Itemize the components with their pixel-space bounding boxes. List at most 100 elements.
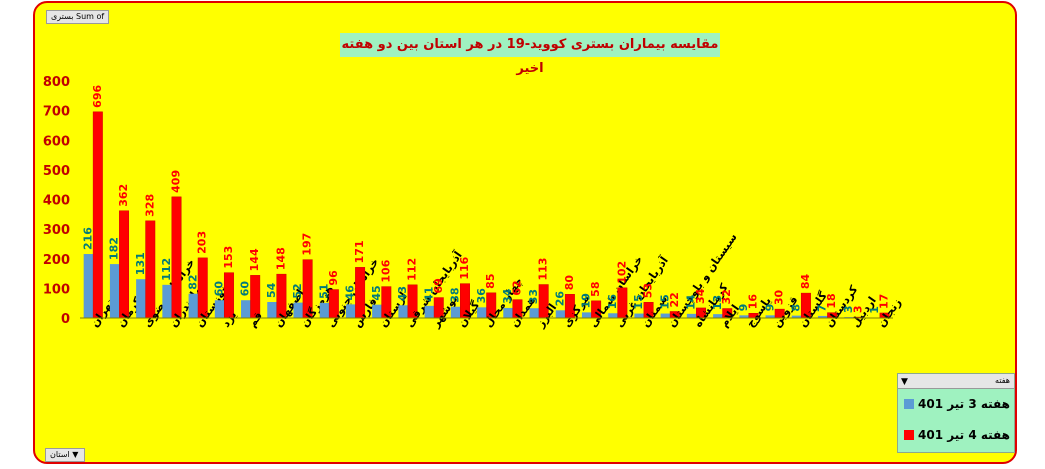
data-label-series-2: 197 bbox=[301, 233, 314, 256]
data-label-series-2: 30 bbox=[773, 289, 786, 305]
data-label-series-1: 19 bbox=[580, 293, 593, 308]
bar-series-1 bbox=[214, 300, 225, 318]
bar-series-1 bbox=[503, 307, 513, 318]
data-label-series-2: 18 bbox=[825, 293, 838, 308]
bar-series-1 bbox=[477, 307, 487, 318]
bar-series-1 bbox=[293, 302, 303, 318]
filter-dropdown-icon[interactable]: ▼ bbox=[901, 377, 908, 387]
legend-item-series-1[interactable]: هفته 3 تیر 401 bbox=[904, 394, 1012, 414]
data-label-series-1: 54 bbox=[265, 282, 278, 298]
data-label-series-1: 26 bbox=[553, 291, 566, 307]
data-label-series-1: 33 bbox=[527, 289, 540, 304]
data-label-series-2: 116 bbox=[458, 256, 471, 279]
data-label-series-2: 409 bbox=[170, 170, 183, 193]
data-label-series-1: 8 bbox=[789, 304, 802, 312]
data-label-series-1: 3 bbox=[842, 305, 855, 313]
data-label-series-1: 131 bbox=[134, 252, 147, 275]
bar-series-1 bbox=[162, 284, 172, 318]
bar-series-1 bbox=[660, 313, 671, 318]
bar-series-1 bbox=[136, 279, 146, 318]
data-label-series-2: 53 bbox=[642, 283, 655, 298]
y-tick-label: 300 bbox=[43, 223, 70, 238]
data-label-series-2: 106 bbox=[379, 259, 392, 282]
data-label-series-1: 9 bbox=[737, 304, 750, 312]
data-label-series-2: 80 bbox=[563, 275, 576, 291]
data-label-series-1: 9 bbox=[763, 304, 776, 312]
bar-series-1 bbox=[608, 313, 618, 318]
chart-legend: ▼ هفته هفته 3 تیر 401 هفته 4 تیر 401 bbox=[897, 373, 1015, 453]
data-label-series-2: 171 bbox=[353, 240, 366, 263]
bar-series-1 bbox=[267, 302, 277, 318]
data-label-series-2: 696 bbox=[91, 85, 104, 108]
y-tick-label: 200 bbox=[43, 253, 70, 268]
y-tick-label: 600 bbox=[43, 134, 70, 149]
axis-field-button[interactable]: ▼ استان bbox=[45, 448, 86, 462]
y-tick-label: 500 bbox=[43, 164, 70, 179]
data-label-series-1: 182 bbox=[108, 237, 121, 260]
legend-field-button[interactable]: ▼ هفته bbox=[898, 374, 1014, 389]
chart-title: مقایسه بیماران بستری کووید-19 در هر استا… bbox=[340, 33, 720, 76]
y-tick-label: 0 bbox=[61, 312, 70, 327]
bar-series-1 bbox=[555, 310, 566, 318]
data-label-series-1: 112 bbox=[160, 258, 173, 281]
y-tick-label: 100 bbox=[43, 282, 70, 297]
data-label-series-1: 51 bbox=[317, 284, 330, 299]
bar-series-2 bbox=[171, 196, 182, 319]
data-label-series-2: 16 bbox=[746, 294, 759, 310]
bar-series-1 bbox=[450, 306, 461, 318]
bar-series-1 bbox=[817, 315, 828, 318]
data-label-series-1: 43 bbox=[396, 286, 409, 301]
data-label-series-1: 41 bbox=[422, 287, 435, 302]
bar-series-1 bbox=[424, 305, 435, 318]
data-label-series-2: 85 bbox=[484, 274, 497, 289]
data-label-series-2: 3 bbox=[851, 305, 864, 313]
data-label-series-1: 34 bbox=[501, 288, 514, 304]
legend-swatch-series-1 bbox=[904, 399, 914, 409]
bar-series-1 bbox=[372, 304, 382, 318]
chart-area bbox=[33, 1, 1017, 464]
data-label-series-1: 14 bbox=[685, 294, 698, 310]
data-label-series-1: 16 bbox=[606, 294, 619, 310]
bar-series-1 bbox=[398, 305, 408, 318]
data-label-series-1: 82 bbox=[186, 274, 199, 289]
data-label-series-1: 60 bbox=[239, 281, 252, 297]
bar-series-1 bbox=[791, 315, 802, 318]
bar-series-1 bbox=[345, 304, 356, 318]
data-label-series-1: 52 bbox=[291, 283, 304, 298]
legend-label-series-2: هفته 4 تیر 401 bbox=[918, 428, 1010, 442]
filter-dropdown-icon[interactable]: ▼ bbox=[72, 450, 79, 459]
data-label-series-2: 113 bbox=[537, 258, 550, 281]
data-label-series-2: 148 bbox=[274, 247, 287, 270]
y-tick-label: 400 bbox=[43, 194, 70, 209]
y-tick-label: 800 bbox=[43, 75, 70, 90]
data-label-series-2: 102 bbox=[615, 261, 628, 284]
data-label-series-1: 38 bbox=[449, 287, 462, 302]
data-label-series-2: 203 bbox=[196, 231, 209, 254]
legend-item-series-2[interactable]: هفته 4 تیر 401 bbox=[904, 425, 1012, 445]
bar-series-1 bbox=[581, 312, 592, 318]
data-label-series-1: 216 bbox=[81, 227, 94, 250]
data-label-series-2: 362 bbox=[117, 184, 130, 207]
data-label-series-2: 62 bbox=[510, 280, 523, 295]
bar-series-1 bbox=[713, 314, 723, 318]
data-label-series-1: 45 bbox=[370, 285, 383, 300]
bar-series-1 bbox=[634, 313, 644, 318]
bar-series-1 bbox=[686, 313, 697, 318]
bar-series-1 bbox=[765, 315, 775, 318]
axis-field-label: استان bbox=[50, 450, 70, 459]
data-label-series-1: 36 bbox=[475, 288, 488, 304]
bar-series-2 bbox=[92, 111, 103, 319]
bar-series-1 bbox=[319, 302, 330, 318]
values-field-button[interactable]: Sum of بستری bbox=[46, 10, 110, 24]
data-label-series-1: 7 bbox=[816, 304, 829, 312]
legend-label-series-1: هفته 3 تیر 401 bbox=[918, 397, 1010, 411]
data-label-series-2: 328 bbox=[143, 194, 156, 217]
data-label-series-1: 15 bbox=[658, 294, 671, 309]
bar-series-1 bbox=[188, 293, 199, 318]
data-label-series-1: 1 bbox=[868, 306, 881, 314]
data-label-series-2: 34 bbox=[694, 288, 707, 304]
legend-swatch-series-2 bbox=[904, 430, 914, 440]
bar-series-1 bbox=[241, 300, 251, 318]
data-label-series-2: 112 bbox=[406, 258, 419, 281]
